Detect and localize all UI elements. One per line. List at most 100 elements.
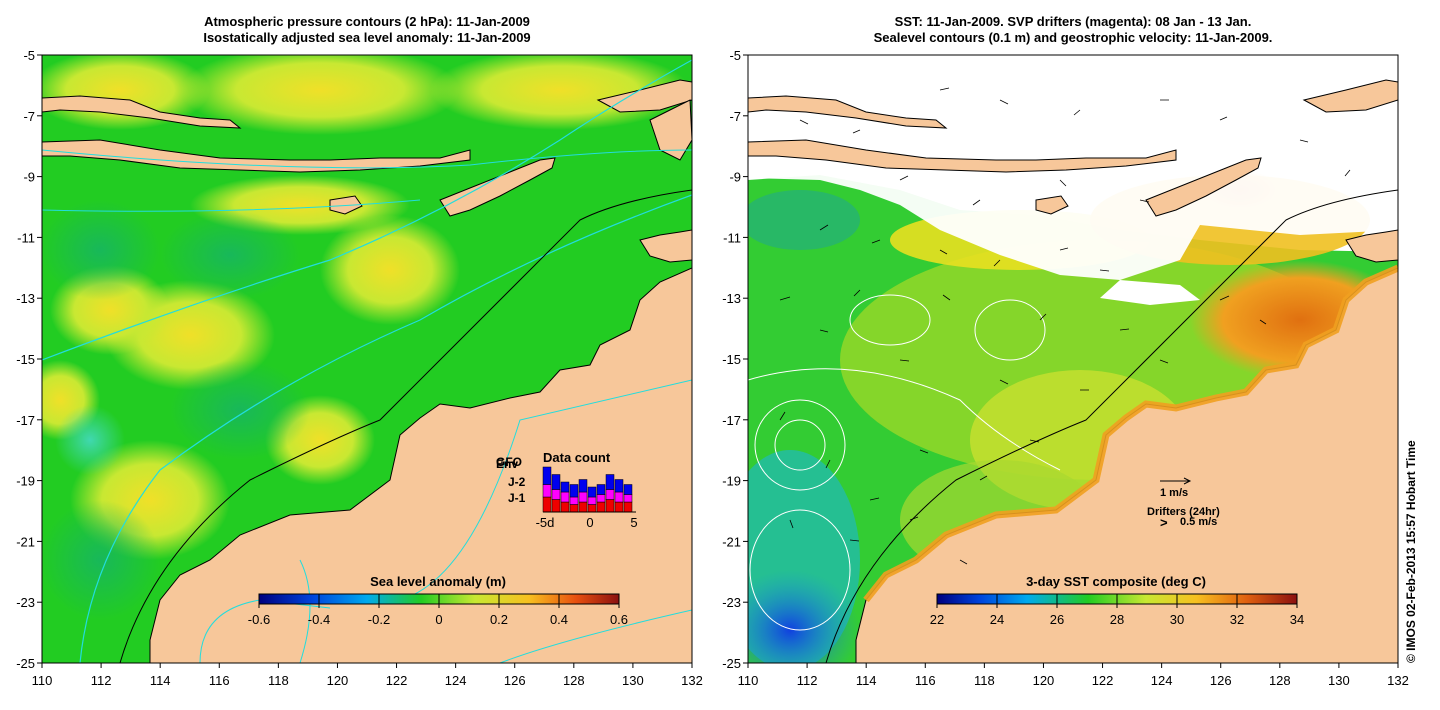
- left-title-line1: Atmospheric pressure contours (2 hPa): 1…: [204, 14, 530, 29]
- data-count-bar-j2: [569, 496, 579, 505]
- x-tick-label: 120: [327, 673, 349, 688]
- y-tick-label: -15: [16, 352, 35, 367]
- colorbar-tick-label: 0.6: [610, 612, 628, 627]
- velocity-legend-label: 1 m/s: [1160, 487, 1188, 499]
- y-tick-label: -13: [16, 291, 35, 306]
- y-tick-label: -25: [16, 656, 35, 671]
- data-count-bar-j1: [587, 504, 597, 513]
- data-count-bar-env: [623, 484, 633, 495]
- sla-colorbar-title: Sea level anomaly (m): [370, 574, 506, 589]
- right-panel-title: SST: 11-Jan-2009. SVP drifters (magenta)…: [748, 14, 1398, 46]
- x-tick-label: 114: [856, 673, 877, 688]
- colorbar-tick-label: 26: [1050, 612, 1064, 627]
- data-count-title: Data count: [543, 450, 611, 465]
- data-count-bar-j1: [605, 499, 615, 513]
- colorbar-tick-label: -0.6: [248, 612, 270, 627]
- data-count-bar-j1: [578, 501, 588, 513]
- y-tick-label: -21: [722, 534, 741, 549]
- x-tick-label: 116: [915, 673, 936, 688]
- colorbar-tick-label: -0.4: [308, 612, 330, 627]
- drifters-legend: Drifters (24hr) > 0.5 m/s: [1147, 506, 1220, 530]
- data-count-bar-j2: [578, 491, 588, 503]
- data-count-bar-j1: [614, 501, 624, 513]
- credit-text: © IMOS 02-Feb-2013 15:57 Hobart Time: [1404, 440, 1418, 663]
- data-count-bar-j2: [614, 491, 624, 503]
- x-tick-label: 128: [1269, 673, 1291, 688]
- x-tick-label: 110: [32, 673, 53, 688]
- x-tick-label: 112: [797, 673, 818, 688]
- colorbar-tick-label: 22: [930, 612, 944, 627]
- data-count-bar-j1: [542, 496, 552, 513]
- y-tick-label: -9: [23, 170, 35, 185]
- left-australia-land: [149, 267, 692, 663]
- x-tick-label: 132: [681, 673, 703, 688]
- y-tick-label: -11: [17, 230, 35, 245]
- y-tick-label: -25: [722, 656, 741, 671]
- y-tick-label: -23: [16, 595, 35, 610]
- y-tick-label: -19: [16, 474, 35, 489]
- x-tick-label: 122: [386, 673, 408, 688]
- dc-tick-2: 5: [630, 515, 637, 530]
- colorbar-tick-label: 32: [1230, 612, 1244, 627]
- data-count-bar-j1: [596, 501, 606, 513]
- right-map: [748, 55, 1398, 663]
- colorbar-tick-label: 0: [435, 612, 442, 627]
- x-tick-label: 122: [1092, 673, 1114, 688]
- data-count-bar-env: [551, 474, 561, 490]
- colorbar-tick-label: 0.2: [490, 612, 508, 627]
- data-count-bar-j2: [596, 494, 606, 503]
- right-title-line1: SST: 11-Jan-2009. SVP drifters (magenta)…: [894, 14, 1252, 29]
- data-count-bar-env: [596, 484, 606, 495]
- data-count-bar-j2: [605, 489, 615, 500]
- colorbar-tick-label: -0.2: [368, 612, 390, 627]
- colorbar-tick-label: 0.4: [550, 612, 568, 627]
- data-count-bar-env: [614, 479, 624, 493]
- y-tick-label: -23: [722, 595, 741, 610]
- data-count-bar-env: [569, 484, 579, 498]
- colorbar-tick-label: 28: [1110, 612, 1124, 627]
- x-tick-label: 126: [504, 673, 526, 688]
- data-count-bar-env: [542, 466, 552, 485]
- data-count-legend: Data count GFO Env J-2 J-1 -5d 0 5: [496, 450, 638, 530]
- y-tick-label: -19: [722, 474, 741, 489]
- data-count-bar-env: [578, 479, 588, 493]
- x-tick-label: 130: [622, 673, 644, 688]
- data-count-bar-j1: [569, 504, 579, 513]
- y-tick-label: -7: [729, 109, 741, 124]
- dc-tick-0: -5d: [536, 515, 555, 530]
- colorbar-tick-label: 34: [1290, 612, 1304, 627]
- y-axis-ticks: -5 -7 -9 -11 -13 -15 -17 -19 -21 -23 -25 -5 -7 -9 -11 -…: [16, 48, 748, 671]
- drifter-symbol: >: [1160, 515, 1168, 530]
- y-tick-label: -21: [16, 534, 35, 549]
- data-count-bar-j2: [623, 494, 633, 503]
- legend-gfo: GFO: [496, 455, 522, 469]
- data-count-bar-j2: [551, 489, 561, 500]
- dc-tick-1: 0: [586, 515, 593, 530]
- sla-colorbar: Sea level anomaly (m) -0.6 -0.4 -0.2 0 0.2 0.…: [248, 574, 628, 627]
- y-tick-label: -5: [729, 48, 741, 63]
- x-tick-label: 110: [738, 673, 759, 688]
- drifters-speed: 0.5 m/s: [1180, 516, 1217, 528]
- y-tick-label: -7: [23, 109, 35, 124]
- x-tick-label: 118: [268, 673, 289, 688]
- y-tick-label: -5: [23, 48, 35, 63]
- y-tick-label: -15: [722, 352, 741, 367]
- drifters-legend-title: Drifters (24hr): [1147, 506, 1220, 518]
- legend-j2: J-2: [508, 475, 526, 489]
- left-title-line2: Isostatically adjusted sea level anomaly…: [203, 30, 531, 45]
- legend-j1: J-1: [508, 491, 526, 505]
- x-tick-label: 114: [150, 673, 171, 688]
- y-tick-label: -13: [722, 291, 741, 306]
- y-tick-label: -11: [723, 230, 741, 245]
- x-tick-label: 132: [1387, 673, 1409, 688]
- x-tick-label: 130: [1328, 673, 1350, 688]
- data-count-bar-j1: [623, 501, 633, 513]
- data-count-bar-j2: [542, 484, 552, 498]
- velocity-arrows: [779, 87, 1351, 565]
- data-count-bar-env: [587, 486, 597, 498]
- velocity-legend: 1 m/s: [1160, 477, 1192, 499]
- x-tick-label: 124: [445, 673, 467, 688]
- data-count-bar-j1: [551, 499, 561, 513]
- x-tick-label: 124: [1151, 673, 1173, 688]
